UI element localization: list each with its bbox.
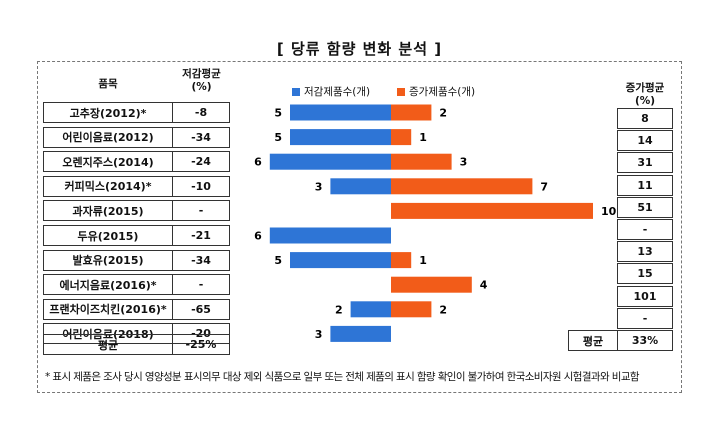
increase-bar [391,276,472,293]
table-row-decrease-avg: -65 [173,298,230,320]
decrease-avg-header: 저감평균 (%) [182,68,221,93]
decrease-bar [330,325,391,342]
increase-avg-header: 증가평균 (%) [625,82,665,107]
table-row-decrease-avg: -34 [173,126,230,148]
decrease-bar [350,301,391,318]
item-header: 품목 [98,78,118,90]
increase-bar [391,252,412,269]
legend-increase-swatch [397,87,405,96]
table-row-item: 오렌지주스(2014) [43,151,173,173]
increase-data-label: 1 [419,254,427,267]
table-row-decrease-avg: -20 [173,323,230,345]
legend-decrease-label: 저감제품수(개) [304,86,371,98]
table-row-item: 두유(2015) [43,225,173,246]
average-increase: 33% [617,330,673,351]
chart-frame [37,61,682,393]
table-row-increase-avg: 11 [617,174,673,196]
increase-data-label: 4 [480,279,488,292]
table-row-item: 커피믹스(2014)* [43,175,173,197]
increase-data-label: 1 [419,131,427,144]
page-title: [ 당류 함량 변화 분석 ] [276,40,443,58]
increase-data-label: 7 [540,180,548,193]
table-row-increase-avg: 13 [617,241,673,263]
decrease-bar [269,227,391,244]
decrease-bar [290,252,391,269]
legend-increase-label: 증가제품수(개) [409,86,476,98]
increase-data-label: 2 [439,107,447,120]
decrease-bar [269,153,391,170]
increase-data-label: 10 [601,205,617,218]
table-row-item: 프랜차이즈치킨(2016)* [43,298,173,320]
table-row-decrease-avg: -34 [173,249,230,271]
table-row-increase-avg: - [617,219,673,240]
decrease-data-label: 5 [274,107,282,120]
table-row-increase-avg: 51 [617,196,673,218]
table-row-increase-avg: 14 [617,130,673,152]
increase-bar [391,153,452,170]
increase-data-label: 3 [460,156,468,169]
table-row-decrease-avg: -24 [173,151,230,173]
table-row-increase-avg: 101 [617,285,673,307]
table-row-increase-avg: 8 [617,108,673,129]
decrease-data-label: 6 [254,156,262,169]
table-row-decrease-avg: - [173,274,230,296]
legend-decrease-swatch [292,87,300,96]
table-row-increase-avg: - [617,307,673,329]
increase-data-label: 2 [439,303,447,316]
decrease-data-label: 5 [274,131,282,144]
footnote: * 표시 제품은 조사 당시 영양성분 표시의무 대상 제외 식품으로 일부 또… [45,371,640,383]
increase-average-label: 평균 [568,330,617,351]
decrease-data-label: 3 [315,328,323,341]
increase-bar [391,104,432,121]
average-decrease: -25% [173,334,230,355]
legend-increase: 증가제품수(개) [397,84,475,99]
table-row-increase-avg: 31 [617,152,673,174]
decrease-bar [330,178,391,195]
table-row-item: 발효유(2015) [43,249,173,271]
increase-bar [391,202,593,219]
decrease-data-label: 2 [335,303,343,316]
decrease-data-label: 6 [254,230,262,243]
increase-bar [391,301,432,318]
table-row-decrease-avg: - [173,200,230,222]
table-row-item: 어린이음료(2012) [43,126,173,148]
decrease-data-label: 3 [315,180,323,193]
average-label: 평균 [43,334,173,355]
table-row-decrease-avg: -21 [173,225,230,246]
decrease-data-label: 5 [274,254,282,267]
table-row-decrease-avg: -10 [173,175,230,197]
table-row-item: 고추장(2012)* [43,102,173,123]
table-row-item: 에너지음료(2016)* [43,274,173,296]
table-row-item: 과자류(2015) [43,200,173,222]
legend-decrease: 저감제품수(개) [292,84,370,99]
increase-bar [391,178,533,195]
decrease-bar [290,129,391,146]
table-row-increase-avg: 15 [617,263,673,285]
increase-bar [391,129,412,146]
table-row-decrease-avg: -8 [173,102,230,123]
decrease-bar [290,104,391,121]
